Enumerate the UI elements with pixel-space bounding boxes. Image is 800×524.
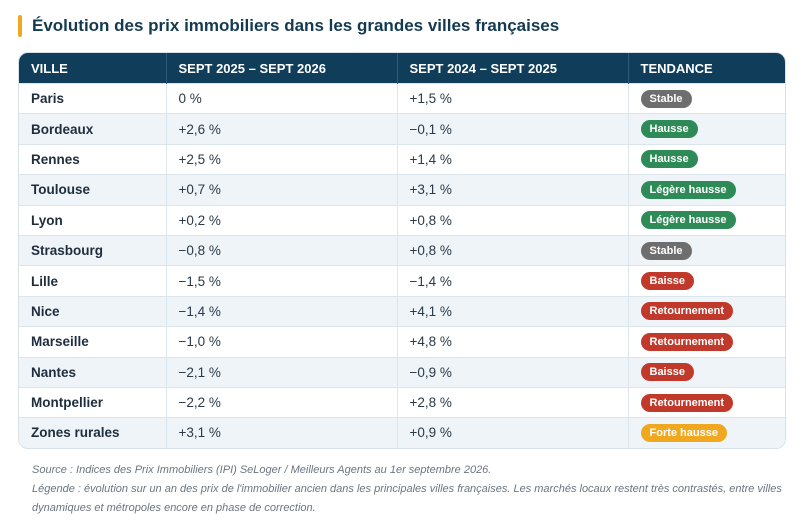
cell-change-2026: +3,1 % [166, 417, 398, 448]
source-note: Source : Indices des Prix Immobiliers (I… [32, 463, 492, 476]
cell-change-2026: 0 % [166, 82, 398, 114]
cell-trend: Baisse [628, 265, 785, 297]
cell-change-2025: +2,8 % [397, 386, 629, 418]
table-row: Zones rurales +3,1 % +0,9 % Forte hausse [19, 417, 785, 448]
cell-change-2025: +1,4 % [397, 143, 629, 175]
cell-trend: Stable [628, 82, 785, 114]
table-row: Lyon +0,2 % +0,8 % Légère hausse [19, 204, 785, 236]
cell-city: Lille [19, 265, 167, 297]
table-row: Bordeaux +2,6 % −0,1 % Hausse [19, 113, 785, 145]
cell-city: Nantes [19, 356, 167, 388]
trend-badge: Baisse [640, 272, 694, 291]
table-row: Marseille −1,0 % +4,8 % Retournement [19, 326, 785, 358]
table-row: Paris 0 % +1,5 % Stable [19, 82, 785, 114]
cell-trend: Légère hausse [628, 174, 785, 206]
cell-change-2025: −0,1 % [397, 113, 629, 145]
trend-badge: Hausse [640, 150, 698, 169]
trend-badge: Forte hausse [640, 423, 727, 442]
cell-trend: Baisse [628, 356, 785, 388]
cell-change-2025: −0,9 % [397, 356, 629, 388]
trend-badge: Retournement [640, 332, 734, 351]
legend-note: Légende : évolution sur un an des prix d… [32, 482, 782, 514]
cell-city: Rennes [19, 143, 167, 175]
cell-city: Bordeaux [19, 113, 167, 145]
column-header-city: VILLE [19, 53, 167, 84]
cell-city: Nice [19, 295, 167, 327]
table-row: Nantes −2,1 % −0,9 % Baisse [19, 356, 785, 388]
table-row: Rennes +2,5 % +1,4 % Hausse [19, 143, 785, 175]
cell-change-2025: +0,8 % [397, 204, 629, 236]
table-header-row: VILLE SEPT 2025 – SEPT 2026 SEPT 2024 – … [19, 53, 785, 84]
column-header-trend: TENDANCE [628, 53, 785, 84]
cell-change-2025: +3,1 % [397, 174, 629, 206]
cell-trend: Légère hausse [628, 204, 785, 236]
cell-city: Paris [19, 82, 167, 114]
table-row: Montpellier −2,2 % +2,8 % Retournement [19, 386, 785, 418]
cell-change-2026: −2,2 % [166, 386, 398, 418]
trend-badge: Stable [640, 241, 692, 260]
cell-trend: Retournement [628, 386, 785, 418]
cell-trend: Forte hausse [628, 417, 785, 448]
table-row: Strasbourg −0,8 % +0,8 % Stable [19, 234, 785, 266]
cell-city: Marseille [19, 326, 167, 358]
cell-change-2026: −1,5 % [166, 265, 398, 297]
table-row: Nice −1,4 % +4,1 % Retournement [19, 295, 785, 327]
price-table-container: VILLE SEPT 2025 – SEPT 2026 SEPT 2024 – … [18, 52, 786, 449]
cell-city: Strasbourg [19, 234, 167, 266]
cell-city: Zones rurales [19, 417, 167, 448]
cell-change-2026: −0,8 % [166, 234, 398, 266]
cell-change-2026: +0,7 % [166, 174, 398, 206]
table-row: Toulouse +0,7 % +3,1 % Légère hausse [19, 174, 785, 206]
trend-badge: Stable [640, 89, 692, 108]
cell-change-2025: +4,1 % [397, 295, 629, 327]
cell-change-2026: +2,5 % [166, 143, 398, 175]
cell-change-2026: +2,6 % [166, 113, 398, 145]
cell-city: Montpellier [19, 386, 167, 418]
notes: Source : Indices des Prix Immobiliers (I… [18, 461, 784, 518]
trend-badge: Retournement [640, 302, 734, 321]
cell-change-2025: +0,9 % [397, 417, 629, 448]
cell-trend: Hausse [628, 113, 785, 145]
cell-change-2025: +1,5 % [397, 82, 629, 114]
cell-trend: Retournement [628, 326, 785, 358]
column-header-2025: SEPT 2024 – SEPT 2025 [397, 53, 629, 84]
cell-trend: Retournement [628, 295, 785, 327]
cell-change-2026: +0,2 % [166, 204, 398, 236]
cell-trend: Hausse [628, 143, 785, 175]
table-body: Paris 0 % +1,5 % Stable Bordeaux +2,6 % −0,1 %… [19, 82, 785, 448]
cell-change-2025: −1,4 % [397, 265, 629, 297]
cell-city: Toulouse [19, 174, 167, 206]
title-accent-bar [18, 15, 22, 37]
cell-change-2026: −1,0 % [166, 326, 398, 358]
cell-change-2025: +4,8 % [397, 326, 629, 358]
cell-trend: Stable [628, 234, 785, 266]
trend-badge: Retournement [640, 393, 734, 412]
table-row: Lille −1,5 % −1,4 % Baisse [19, 265, 785, 297]
title-row: Évolution des prix immobiliers dans les … [18, 12, 784, 40]
cell-change-2026: −2,1 % [166, 356, 398, 388]
cell-city: Lyon [19, 204, 167, 236]
price-table: VILLE SEPT 2025 – SEPT 2026 SEPT 2024 – … [19, 53, 785, 448]
trend-badge: Hausse [640, 120, 698, 139]
column-header-2026: SEPT 2025 – SEPT 2026 [166, 53, 398, 84]
cell-change-2026: −1,4 % [166, 295, 398, 327]
trend-badge: Légère hausse [640, 180, 736, 199]
trend-badge: Légère hausse [640, 211, 736, 230]
cell-change-2025: +0,8 % [397, 234, 629, 266]
page-title: Évolution des prix immobiliers dans les … [32, 16, 560, 35]
trend-badge: Baisse [640, 363, 694, 382]
